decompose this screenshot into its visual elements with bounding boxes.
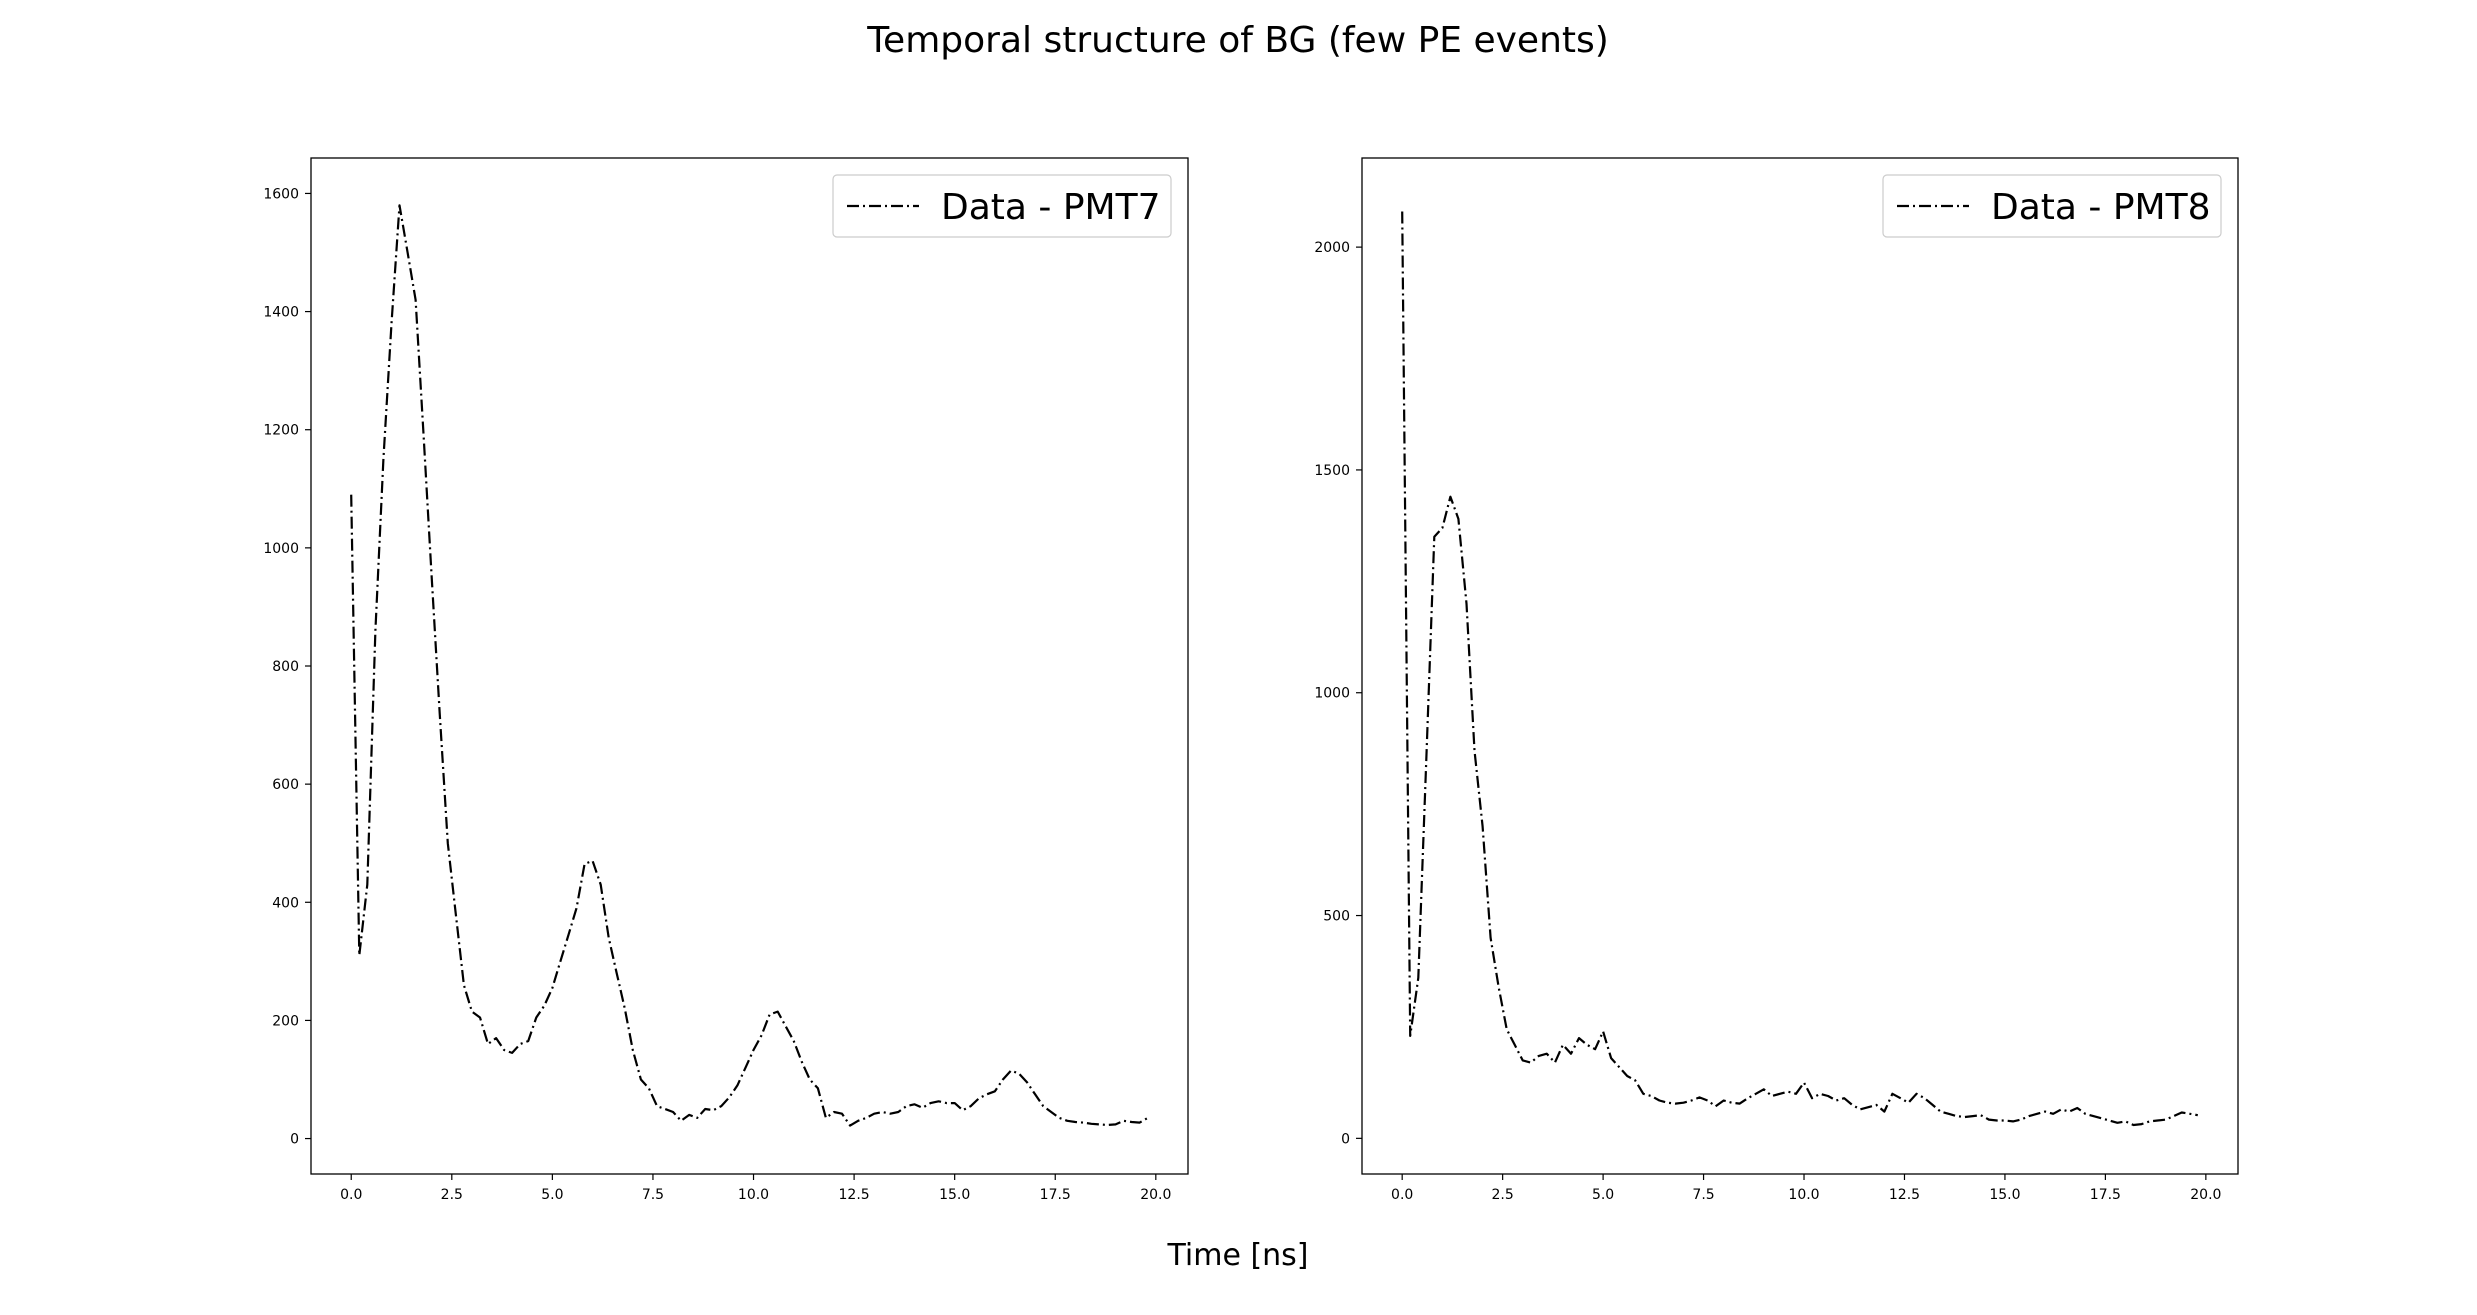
y-axis-pmt7: 0 200 400 600 800 1000 1200 1400 1600 [263, 186, 311, 1148]
legend-box [1882, 174, 2222, 238]
axes-frame-pmt8 [1361, 157, 2239, 1175]
y-tick-label: 800 [272, 659, 299, 675]
y-tick-label: 1600 [263, 186, 299, 202]
x-tick-label: 15.0 [1989, 1187, 2020, 1203]
x-tick-label: 2.5 [441, 1187, 463, 1203]
x-tick-label: 7.5 [1692, 1187, 1714, 1203]
x-tick-label: 17.5 [2090, 1187, 2121, 1203]
legend-pmt8: Data - PMT8 [1882, 174, 2222, 238]
series-line-pmt8 [1401, 211, 2198, 1127]
figure-xlabel: Time [ns] [1166, 1238, 1308, 1273]
legend-box [832, 174, 1172, 238]
legend-label: Data - PMT8 [1991, 187, 2211, 228]
y-tick-label: 600 [272, 777, 299, 793]
y-axis-pmt8: 0 500 1000 1500 2000 [1314, 240, 1362, 1147]
x-tick-label: 10.0 [738, 1187, 769, 1203]
legend-label: Data - PMT7 [941, 187, 1161, 228]
y-tick-label: 500 [1323, 909, 1350, 925]
x-axis-pmt8: 0.0 2.5 5.0 7.5 10.0 12.5 15.0 17.5 20.0 [1391, 1174, 2221, 1203]
y-tick-label: 0 [1341, 1131, 1350, 1147]
x-tick-label: 0.0 [340, 1187, 362, 1203]
x-tick-label: 12.5 [1889, 1187, 1920, 1203]
chart-pmt7: 0.0 2.5 5.0 7.5 10.0 12.5 15.0 17.5 20.0 0 200 400 6… [263, 157, 1189, 1203]
x-tick-label: 10.0 [1788, 1187, 1819, 1203]
x-tick-label: 5.0 [1592, 1187, 1614, 1203]
y-tick-label: 1500 [1314, 463, 1350, 479]
x-tick-label: 12.5 [839, 1187, 870, 1203]
x-axis-pmt7: 0.0 2.5 5.0 7.5 10.0 12.5 15.0 17.5 20.0 [340, 1174, 1171, 1203]
y-tick-label: 400 [272, 895, 299, 911]
x-tick-label: 17.5 [1040, 1187, 1071, 1203]
y-tick-label: 1200 [263, 423, 299, 439]
chart-pmt8: 0.0 2.5 5.0 7.5 10.0 12.5 15.0 17.5 20.0 0 500 1000… [1314, 157, 2239, 1203]
y-tick-label: 200 [272, 1013, 299, 1029]
y-tick-label: 1000 [263, 541, 299, 557]
series-line-pmt7 [350, 204, 1149, 1127]
legend-pmt7: Data - PMT7 [832, 174, 1172, 238]
x-tick-label: 0.0 [1391, 1187, 1413, 1203]
x-tick-label: 7.5 [642, 1187, 664, 1203]
y-tick-label: 1400 [263, 305, 299, 321]
y-tick-label: 2000 [1314, 240, 1350, 256]
figure-title: Temporal structure of BG (few PE events) [866, 20, 1609, 61]
x-tick-label: 20.0 [1140, 1187, 1171, 1203]
x-tick-label: 2.5 [1492, 1187, 1514, 1203]
x-tick-label: 15.0 [939, 1187, 970, 1203]
y-tick-label: 1000 [1314, 686, 1350, 702]
x-tick-label: 20.0 [2190, 1187, 2221, 1203]
y-tick-label: 0 [290, 1132, 299, 1148]
x-tick-label: 5.0 [541, 1187, 563, 1203]
